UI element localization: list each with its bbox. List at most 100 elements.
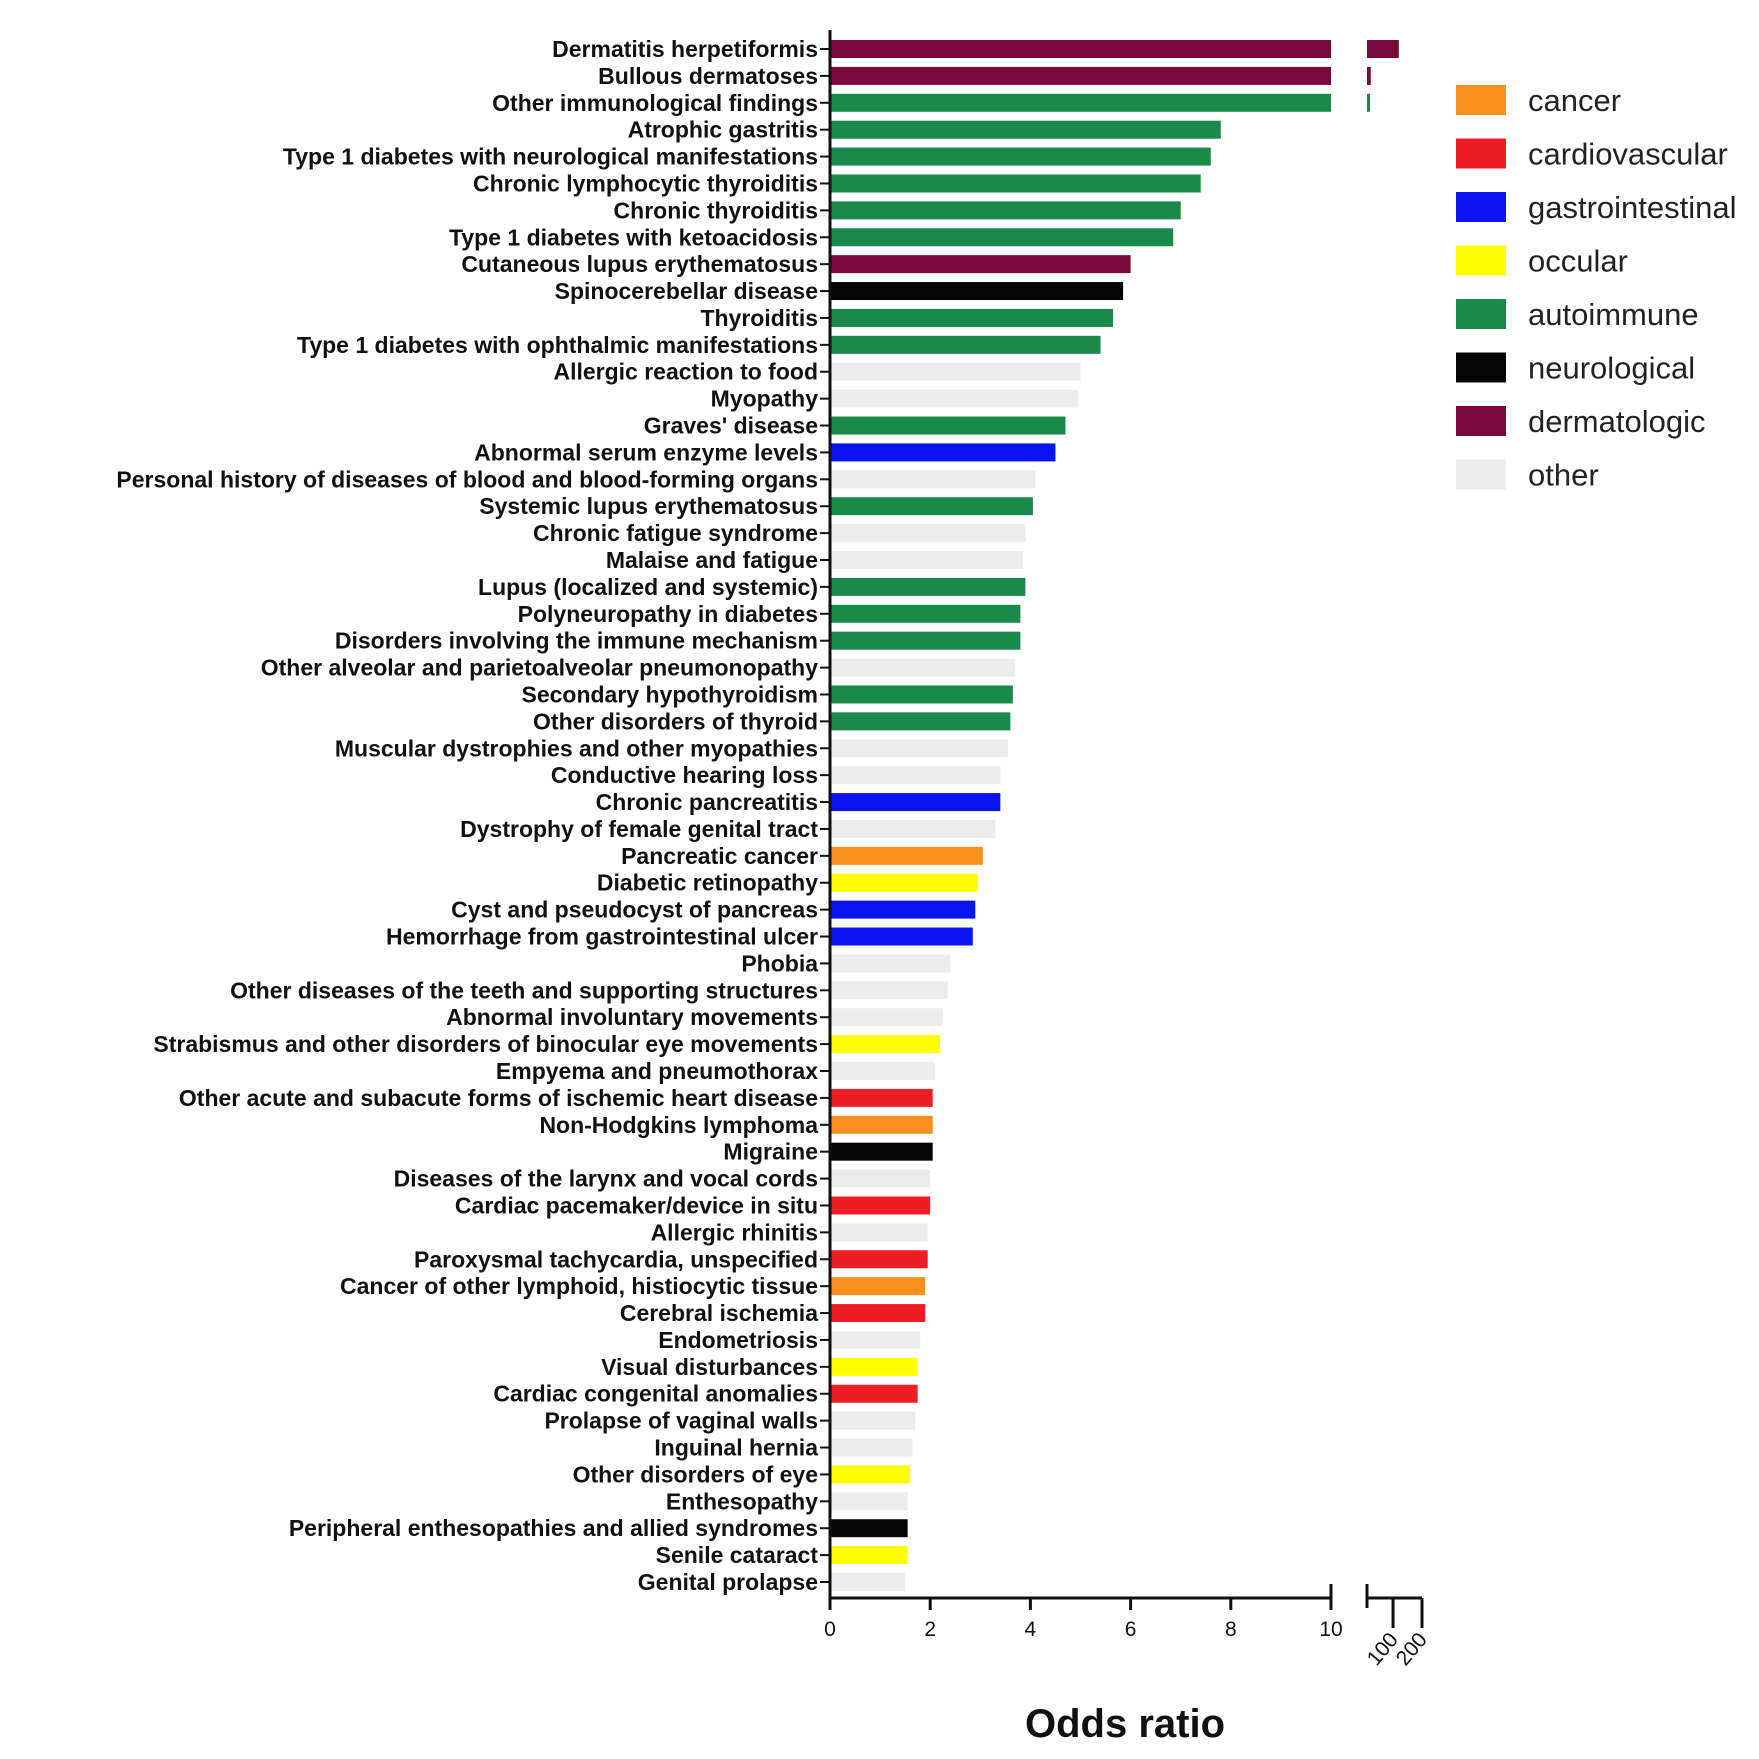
legend-swatch <box>1456 85 1506 115</box>
bar-extension <box>1367 40 1399 58</box>
category-label: Type 1 diabetes with ketoacidosis <box>449 224 818 250</box>
legend-label: cardiovascular <box>1528 137 1728 172</box>
x-tick-label: 4 <box>1025 1618 1037 1641</box>
bar-extension <box>1367 93 1370 112</box>
legend-label: autoimmune <box>1528 297 1699 332</box>
bar <box>830 685 1013 704</box>
legend-swatch <box>1456 406 1506 436</box>
category-label: Cancer of other lymphoid, histiocytic ti… <box>340 1273 818 1299</box>
category-label: Cardiac congenital anomalies <box>493 1381 818 1407</box>
bar <box>830 201 1181 220</box>
category-label: Chronic pancreatitis <box>596 789 818 815</box>
bar <box>830 1035 941 1054</box>
category-label: Personal history of diseases of blood an… <box>116 466 818 492</box>
category-label: Genital prolapse <box>638 1569 818 1595</box>
bar <box>830 147 1211 166</box>
bar <box>830 93 1331 112</box>
category-label: Bullous dermatoses <box>598 63 818 89</box>
legend-swatch <box>1456 192 1506 222</box>
bar <box>830 1492 908 1511</box>
category-label: Cardiac pacemaker/device in situ <box>455 1192 818 1218</box>
bar <box>830 120 1221 139</box>
bar <box>830 658 1016 677</box>
bar <box>830 497 1033 516</box>
legend-label: dermatologic <box>1528 404 1705 439</box>
bar <box>830 255 1131 274</box>
category-label: Malaise and fatigue <box>606 547 818 573</box>
bar <box>830 443 1056 462</box>
x-tick-label: 200 <box>1392 1628 1432 1670</box>
bar-extension <box>1367 66 1371 85</box>
category-label: Cutaneous lupus erythematosus <box>461 251 818 277</box>
category-label: Abnormal serum enzyme levels <box>474 439 818 465</box>
bar <box>830 846 983 865</box>
bar <box>830 900 976 919</box>
category-label: Diseases of the larynx and vocal cords <box>394 1166 818 1192</box>
category-label: Type 1 diabetes with ophthalmic manifest… <box>297 332 818 358</box>
category-label: Pancreatic cancer <box>621 843 818 869</box>
category-label: Other diseases of the teeth and supporti… <box>230 977 818 1003</box>
category-label: Visual disturbances <box>601 1354 818 1380</box>
category-label: Inguinal hernia <box>654 1435 818 1461</box>
bar <box>830 1062 936 1080</box>
category-label: Paroxysmal tachycardia, unspecified <box>414 1246 818 1272</box>
bar <box>830 577 1026 596</box>
category-label: Spinocerebellar disease <box>555 278 818 304</box>
x-tick-label: 8 <box>1225 1618 1237 1641</box>
category-label: Dystrophy of female genital tract <box>460 816 818 842</box>
bar <box>830 389 1078 408</box>
bar <box>830 1438 913 1457</box>
bars <box>830 40 1399 1591</box>
category-label: Conductive hearing loss <box>551 762 818 788</box>
category-label: Type 1 diabetes with neurological manife… <box>283 144 818 170</box>
bar <box>830 40 1331 58</box>
bar <box>830 362 1081 381</box>
bar <box>830 927 973 946</box>
bar <box>830 1330 921 1349</box>
bar <box>830 282 1124 301</box>
category-label: Chronic lymphocytic thyroiditis <box>473 170 818 196</box>
bar <box>830 793 1001 812</box>
bar <box>830 1546 908 1565</box>
legend-swatch <box>1456 138 1506 169</box>
bar <box>830 470 1036 489</box>
x-tick-label: 0 <box>824 1618 836 1641</box>
bar <box>830 766 1001 785</box>
bar <box>830 981 948 1000</box>
legend-label: neurological <box>1528 351 1695 386</box>
bar <box>830 1465 911 1484</box>
x-tick-label: 10 <box>1319 1618 1342 1641</box>
category-label: Prolapse of vaginal walls <box>544 1408 818 1434</box>
category-label: Non-Hodgkins lymphoma <box>539 1112 818 1138</box>
category-label: Muscular dystrophies and other myopathie… <box>335 735 818 761</box>
category-label: Hemorrhage from gastrointestinal ulcer <box>386 924 818 950</box>
category-label: Enthesopathy <box>666 1488 818 1514</box>
bar <box>830 1384 918 1403</box>
category-label: Phobia <box>741 950 818 976</box>
category-label: Empyema and pneumothorax <box>496 1058 818 1084</box>
category-label: Systemic lupus erythematosus <box>479 493 818 519</box>
category-label: Other alveolar and parietoalveolar pneum… <box>261 655 818 681</box>
legend-label: gastrointestinal <box>1528 190 1737 225</box>
x-tick-label: 6 <box>1125 1618 1137 1641</box>
category-label: Myopathy <box>711 386 819 412</box>
category-label: Chronic thyroiditis <box>614 197 818 223</box>
category-label: Other disorders of eye <box>573 1461 818 1487</box>
bar <box>830 873 978 892</box>
bar <box>830 1196 931 1215</box>
bar <box>830 739 1008 758</box>
category-label: Senile cataract <box>656 1542 819 1568</box>
bar <box>830 1573 906 1591</box>
bar <box>830 1115 933 1134</box>
category-label: Graves' disease <box>644 413 818 439</box>
legend-label: other <box>1528 458 1599 493</box>
category-label: Cyst and pseudocyst of pancreas <box>451 897 818 923</box>
category-label: Endometriosis <box>658 1327 818 1353</box>
bar <box>830 1304 926 1323</box>
bar <box>830 604 1021 623</box>
bar <box>830 819 996 838</box>
legend-label: cancer <box>1528 83 1621 118</box>
bar <box>830 1223 928 1242</box>
category-label: Abnormal involuntary movements <box>446 1004 818 1030</box>
